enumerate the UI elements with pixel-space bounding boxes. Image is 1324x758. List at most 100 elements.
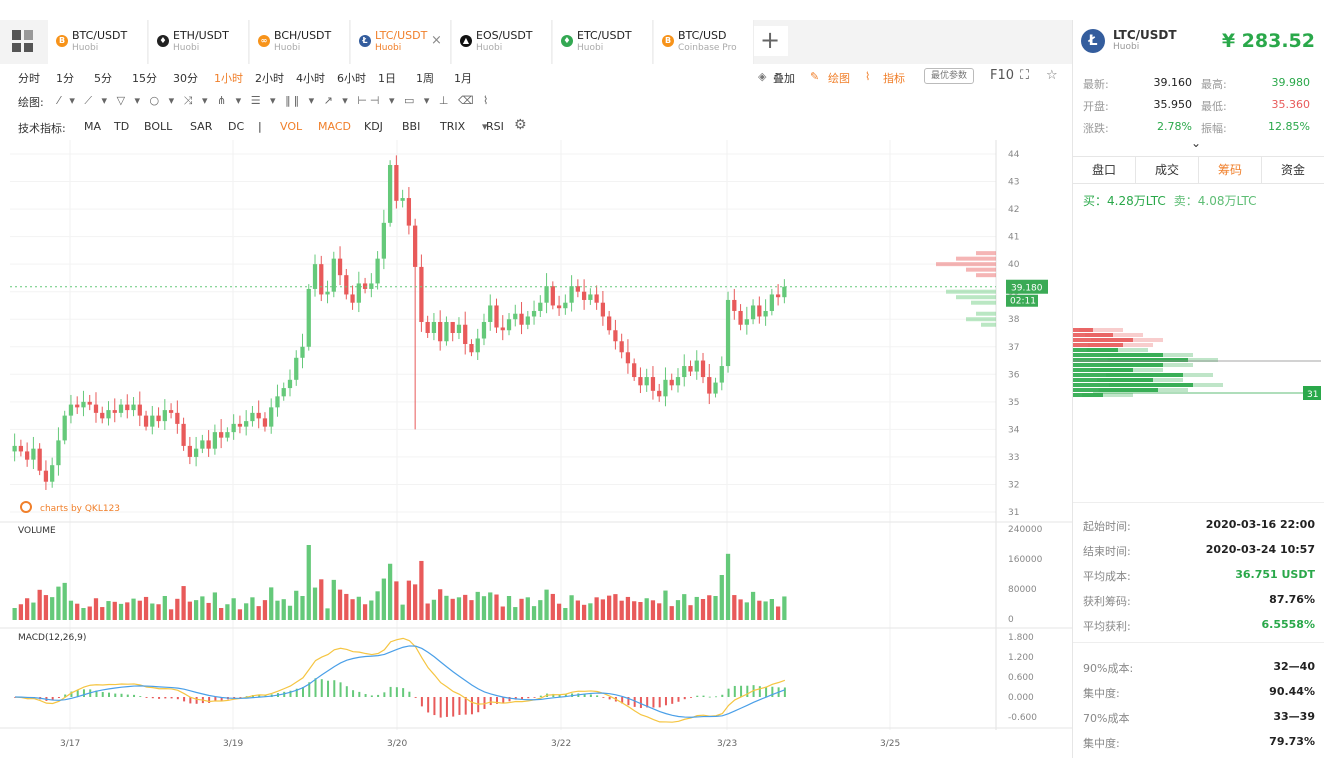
period-7[interactable]: 4小时	[296, 72, 325, 85]
litecoin-icon: Ł	[359, 35, 371, 47]
period-10[interactable]: 1周	[416, 72, 434, 85]
candle	[581, 291, 587, 300]
chart-area[interactable]: 444342414039383736353433323139.18002:11c…	[0, 140, 1072, 758]
chevron-down-icon[interactable]: ▾	[482, 120, 488, 133]
tab-eos-usdt[interactable]: ▲ EOS/USDT Huobi	[452, 20, 552, 64]
chip-stat-value: 87.76%	[1269, 593, 1315, 606]
macd-bar	[395, 687, 398, 697]
indicator-dc[interactable]: DC	[228, 120, 245, 133]
indicator-ma[interactable]: MA	[84, 120, 102, 133]
right-tab-2[interactable]: 筹码	[1199, 157, 1262, 183]
period-6[interactable]: 2小时	[255, 72, 284, 85]
chevron-down-icon[interactable]: ⌄	[1191, 136, 1202, 150]
brush-icon[interactable]: ✎	[810, 70, 820, 83]
volume-bar	[369, 600, 374, 620]
period-11[interactable]: 1月	[454, 72, 472, 85]
candle	[538, 302, 543, 311]
volume-bar	[425, 603, 430, 620]
macd-bar	[470, 697, 473, 715]
period-1[interactable]: 1分	[56, 72, 74, 85]
grid-menu-icon[interactable]	[12, 30, 34, 52]
indicator-trix[interactable]: TRIX	[440, 120, 466, 133]
volume-bar	[387, 563, 393, 620]
overlay-label[interactable]: 叠加	[773, 72, 795, 85]
tab-btc-usd[interactable]: B BTC/USD Coinbase Pro	[654, 20, 754, 64]
indicator-bbi[interactable]: BBI	[402, 120, 421, 133]
macd-tick: -0.600	[1008, 713, 1037, 723]
period-8[interactable]: 6小时	[337, 72, 366, 85]
indicator-rsi[interactable]: RSI	[486, 120, 504, 133]
draw-label-btn[interactable]: 绘图	[828, 72, 850, 85]
right-tab-1[interactable]: 成交	[1136, 157, 1199, 183]
volume-bar	[112, 601, 117, 620]
indicator-sar[interactable]: SAR	[190, 120, 213, 133]
volume-bar	[337, 589, 343, 620]
macd-bar	[208, 697, 211, 703]
indicator-macd[interactable]: MACD	[318, 120, 351, 133]
indicator-label[interactable]: 指标	[883, 72, 905, 85]
add-tab-button[interactable]: +	[752, 26, 788, 56]
right-tab-3[interactable]: 资金	[1262, 157, 1324, 183]
tab-exchange: Coinbase Pro	[678, 43, 737, 53]
candle	[494, 305, 499, 328]
volume-bar	[769, 599, 774, 620]
volume-bar	[125, 602, 130, 620]
candle	[707, 377, 712, 394]
period-0[interactable]: 分时	[18, 72, 40, 85]
countdown: 02:11	[1010, 297, 1036, 307]
candle	[413, 225, 418, 267]
chip-stat: 获利筹码: 87.76%	[1083, 593, 1315, 609]
close-icon[interactable]: ×	[431, 33, 442, 48]
draw-tools-icons[interactable]: ⁄ ▾ ⟋ ▾ ▽ ▾ ○ ▾ ⤨ ▾ ⋔ ▾ ☰ ▾ ‖‖ ▾ ↗ ▾ ⊢⊣ …	[58, 94, 492, 107]
tab-ltc-usdt[interactable]: Ł LTC/USDT Huobi ×	[351, 20, 451, 64]
tab-eth-usdt[interactable]: ♦ ETH/USDT Huobi	[149, 20, 249, 64]
indicator-boll[interactable]: BOLL	[144, 120, 173, 133]
candle	[625, 352, 631, 364]
tab-exchange: Huobi	[375, 43, 402, 53]
candle	[475, 338, 480, 353]
indicator-vol[interactable]: VOL	[280, 120, 303, 133]
price-chart[interactable]: 444342414039383736353433323139.18002:11c…	[0, 140, 1072, 758]
candle	[387, 165, 393, 223]
candle	[463, 324, 468, 345]
candle	[350, 294, 355, 303]
candle	[713, 382, 718, 394]
volume-bar	[663, 590, 668, 620]
period-3[interactable]: 15分	[132, 72, 157, 85]
macd-bar	[377, 694, 380, 697]
macd-bar	[652, 697, 655, 708]
macd-bar	[602, 697, 605, 698]
period-2[interactable]: 5分	[94, 72, 112, 85]
indicator-chart-icon[interactable]: ⌇	[865, 70, 871, 83]
volume-bar	[700, 599, 706, 620]
indicator-kdj[interactable]: KDJ	[364, 120, 383, 133]
candle	[25, 451, 30, 460]
volume-profile-bar	[946, 289, 996, 294]
right-tab-0[interactable]: 盘口	[1073, 157, 1136, 183]
gear-icon[interactable]: ⚙	[514, 117, 527, 133]
indicator-td[interactable]: TD	[114, 120, 130, 133]
layers-icon[interactable]: ◈	[758, 70, 767, 83]
volume-bar	[400, 604, 405, 620]
volume-bar	[444, 595, 449, 620]
volume-bar	[12, 608, 17, 620]
volume-bar	[575, 600, 580, 620]
macd-bar	[690, 697, 692, 698]
period-9[interactable]: 1日	[378, 72, 396, 85]
macd-bar	[101, 692, 104, 697]
tab-btc-usdt[interactable]: B BTC/USDT Huobi	[48, 20, 148, 64]
period-5[interactable]: 1小时	[214, 72, 243, 85]
candle	[306, 288, 311, 347]
tab-bch-usdt[interactable]: ∞ BCH/USDT Huobi	[250, 20, 350, 64]
tab-etc-usdt[interactable]: ♦ ETC/USDT Huobi	[553, 20, 653, 64]
optimal-params-button[interactable]: 最优参数	[924, 68, 975, 84]
macd-bar	[746, 685, 749, 697]
volume-bar	[613, 594, 618, 620]
candle	[757, 305, 762, 317]
chip-bar	[1073, 363, 1163, 367]
macd-tick: 1.800	[1008, 633, 1034, 643]
macd-bar	[445, 697, 448, 717]
macd-bar	[552, 693, 555, 697]
volume-bar	[156, 604, 161, 620]
period-4[interactable]: 30分	[173, 72, 198, 85]
